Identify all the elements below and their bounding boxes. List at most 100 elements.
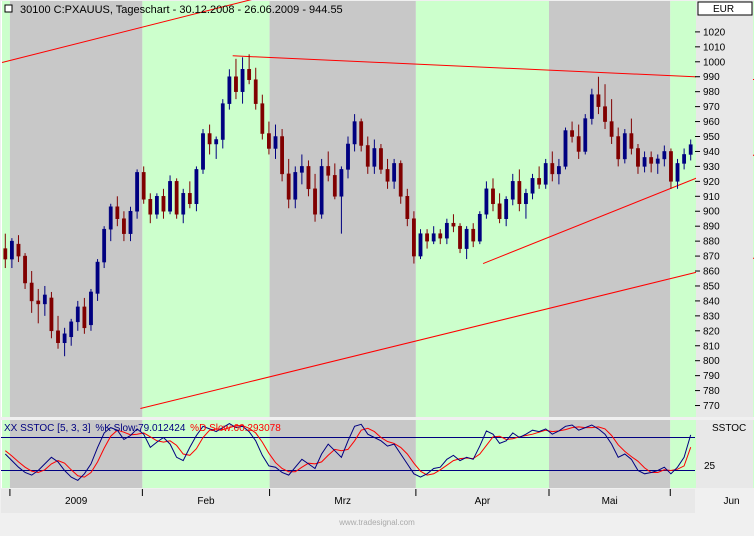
candle xyxy=(62,327,67,357)
candle-body xyxy=(293,172,298,200)
candle-body xyxy=(458,225,462,249)
candle-body xyxy=(75,306,80,323)
candle xyxy=(3,233,8,269)
candle-body xyxy=(326,166,331,176)
candle-body xyxy=(49,297,54,332)
candle xyxy=(616,127,621,167)
candle xyxy=(477,211,482,245)
price-tick-label: 920 xyxy=(703,177,720,188)
price-tick-label: 950 xyxy=(703,132,720,143)
candle xyxy=(418,229,423,260)
price-axis-background xyxy=(696,1,753,417)
candle-body xyxy=(36,300,41,305)
candle-body xyxy=(168,181,172,212)
candle-body xyxy=(563,130,568,167)
candle xyxy=(359,118,364,152)
candle xyxy=(636,143,640,174)
candle xyxy=(682,148,687,170)
candle xyxy=(346,136,350,179)
candle xyxy=(405,188,410,227)
candle-body xyxy=(675,163,680,182)
candle xyxy=(556,158,561,185)
price-tick-label: 860 xyxy=(703,267,720,278)
candle-body xyxy=(451,222,456,227)
candle xyxy=(609,99,614,144)
candle xyxy=(234,58,238,100)
candle-body xyxy=(3,248,8,260)
month-band-jan xyxy=(9,1,143,417)
candle-body xyxy=(82,306,87,329)
candle-body xyxy=(662,151,667,160)
candle xyxy=(29,271,34,313)
candle-body xyxy=(688,144,693,155)
candle-body xyxy=(365,145,370,167)
chart-title: 30100 C:PXAUUS, Tageschart - 30.12.2008 … xyxy=(20,4,343,16)
candle xyxy=(451,214,456,233)
month-band-apr xyxy=(415,1,550,417)
candle xyxy=(187,181,192,209)
price-tick-label: 900 xyxy=(703,207,720,218)
candle-body xyxy=(655,158,660,164)
candle-body xyxy=(616,136,621,160)
candle xyxy=(174,178,179,219)
candle-body xyxy=(260,103,265,134)
watermark: www.tradesignal.com xyxy=(338,518,415,527)
candle-body xyxy=(194,169,199,205)
candle xyxy=(89,288,93,331)
price-tick-label: 940 xyxy=(703,147,720,158)
candle xyxy=(161,188,166,219)
currency-label: EUR xyxy=(713,4,734,15)
candle-body xyxy=(122,218,126,234)
candle xyxy=(128,206,133,242)
stochastic-panel[interactable] xyxy=(1,420,754,488)
candle xyxy=(563,127,568,170)
candle-body xyxy=(609,121,614,137)
candle xyxy=(95,259,100,301)
price-tick-label: 980 xyxy=(703,87,720,98)
month-bands xyxy=(2,1,754,417)
candle-body xyxy=(444,222,449,239)
month-tick-label: Mai xyxy=(602,496,618,507)
candle xyxy=(385,158,390,189)
candle-body xyxy=(247,69,252,80)
candle xyxy=(227,69,232,110)
price-tick-label: 820 xyxy=(703,326,720,337)
price-tick-label: 840 xyxy=(703,296,720,307)
candle xyxy=(214,136,219,159)
candle xyxy=(280,129,284,182)
candle-body xyxy=(141,172,146,200)
candle-body xyxy=(517,181,522,205)
candle-body xyxy=(642,157,647,167)
candle-body xyxy=(201,133,205,170)
price-tick-label: 770 xyxy=(703,401,720,412)
candle-body xyxy=(234,76,238,92)
candle xyxy=(49,291,54,339)
candle xyxy=(148,193,153,224)
candle xyxy=(491,178,495,212)
candle xyxy=(207,124,212,155)
candle-body xyxy=(425,233,429,242)
candle xyxy=(115,196,120,227)
candle xyxy=(326,151,331,182)
candle-body xyxy=(207,133,212,145)
price-tick-label: 830 xyxy=(703,311,720,322)
candle-body xyxy=(273,136,278,149)
candle xyxy=(247,54,252,85)
candle-body xyxy=(603,106,607,122)
price-tick-label: 800 xyxy=(703,356,720,367)
candle xyxy=(299,154,304,185)
candle-body xyxy=(524,193,528,205)
candle xyxy=(688,139,693,161)
candle-body xyxy=(596,94,601,107)
price-panel[interactable] xyxy=(1,0,754,417)
candle-body xyxy=(253,79,258,104)
candle xyxy=(412,211,416,264)
price-tick-label: 790 xyxy=(703,371,720,382)
candle-body xyxy=(332,175,337,197)
candle xyxy=(464,226,469,260)
candle xyxy=(530,173,535,200)
month-band-feb xyxy=(142,1,270,417)
candle-body xyxy=(431,233,436,242)
candle xyxy=(392,158,397,189)
